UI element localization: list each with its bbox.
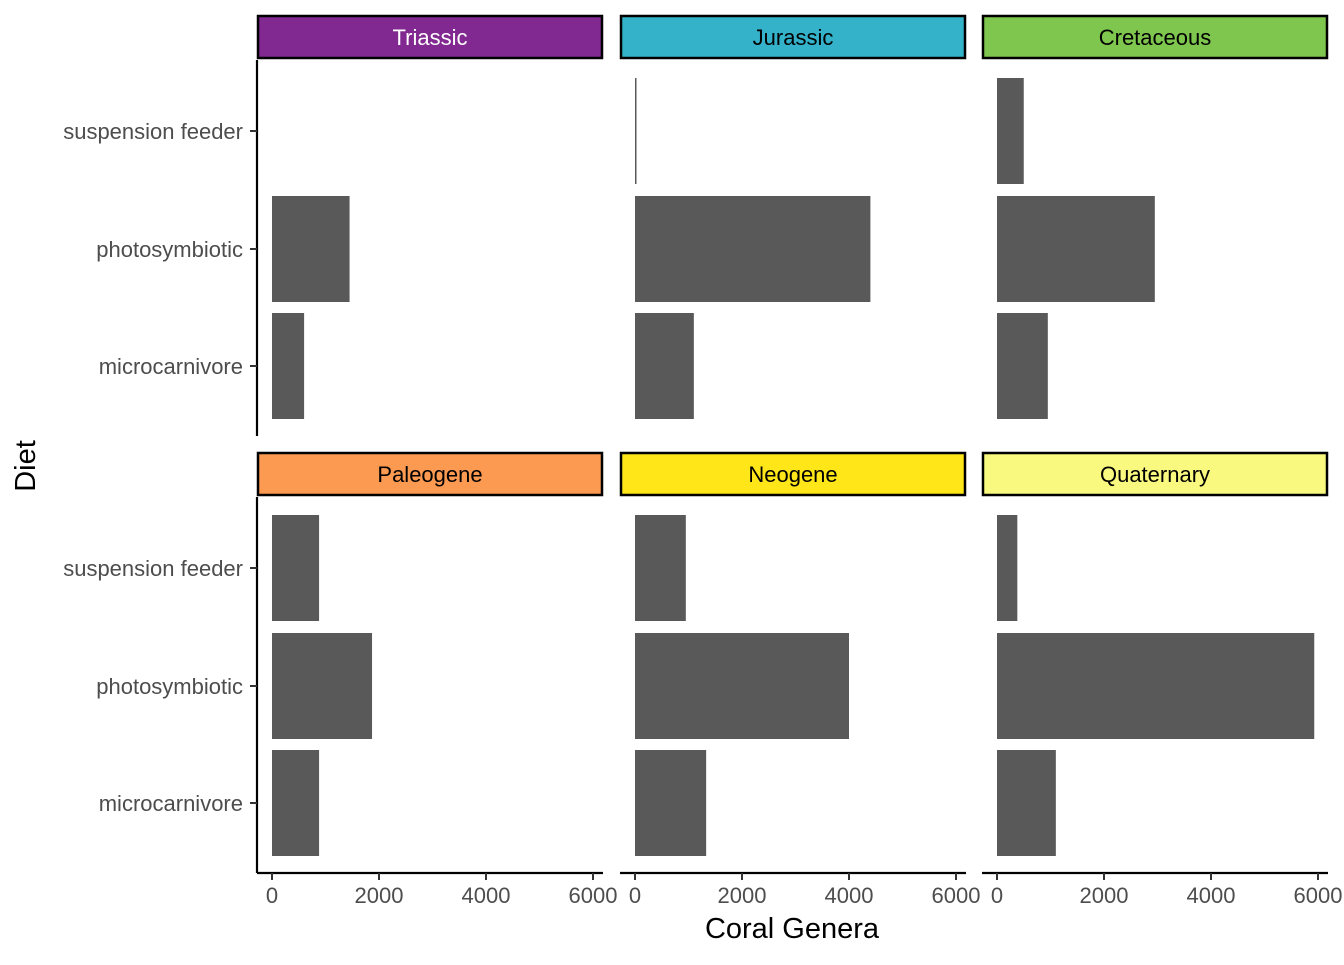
facet-strip-paleogene <box>256 451 604 497</box>
x-tick-label-paleogene-2000: 2000 <box>355 883 404 908</box>
bar-neogene-microcarnivore <box>635 750 707 856</box>
bar-quaternary-microcarnivore <box>997 750 1056 856</box>
x-tick-label-quaternary-2000: 2000 <box>1080 883 1129 908</box>
x-tick-label-neogene-6000: 6000 <box>932 883 981 908</box>
x-tick-label-neogene-2000: 2000 <box>718 883 767 908</box>
facet-strip-triassic <box>256 14 604 60</box>
x-tick-label-paleogene-0: 0 <box>266 883 278 908</box>
bar-cretaceous-photosymbiotic <box>997 196 1155 302</box>
bar-jurassic-suspension-feeder <box>635 78 637 184</box>
y-tick-label-microcarnivore-row-2: microcarnivore <box>99 791 243 816</box>
facet-strip-neogene <box>619 451 967 497</box>
bar-triassic-photosymbiotic <box>272 196 350 302</box>
facet-strip-label-triassic: Triassic <box>393 25 468 50</box>
bar-neogene-suspension-feeder <box>635 515 686 621</box>
bar-quaternary-photosymbiotic <box>997 633 1315 739</box>
y-axis-title: Diet <box>10 440 42 492</box>
y-tick-label-microcarnivore-row-1: microcarnivore <box>99 354 243 379</box>
facet-strip-label-cretaceous: Cretaceous <box>1099 25 1212 50</box>
facet-strip-label-neogene: Neogene <box>748 462 837 487</box>
bar-paleogene-photosymbiotic <box>272 633 373 739</box>
x-axis-title: Coral Genera <box>705 913 880 945</box>
facet-strip-label-jurassic: Jurassic <box>753 25 834 50</box>
bar-quaternary-suspension-feeder <box>997 515 1018 621</box>
y-tick-label-photosymbiotic-row-1: photosymbiotic <box>96 237 243 262</box>
facet-strip-jurassic <box>619 14 967 60</box>
facet-strip-quaternary <box>981 451 1329 497</box>
y-tick-label-suspension-feeder-row-1: suspension feeder <box>63 119 243 144</box>
bar-paleogene-microcarnivore <box>272 750 320 856</box>
facet-strip-cretaceous <box>981 14 1329 60</box>
x-tick-label-quaternary-0: 0 <box>991 883 1003 908</box>
x-tick-label-paleogene-4000: 4000 <box>462 883 511 908</box>
bar-cretaceous-microcarnivore <box>997 313 1048 419</box>
x-tick-label-quaternary-4000: 4000 <box>1187 883 1236 908</box>
x-tick-label-neogene-4000: 4000 <box>825 883 874 908</box>
bar-cretaceous-suspension-feeder <box>997 78 1024 184</box>
x-tick-label-quaternary-6000: 6000 <box>1294 883 1343 908</box>
x-tick-label-neogene-0: 0 <box>629 883 641 908</box>
x-tick-label-paleogene-6000: 6000 <box>569 883 618 908</box>
bar-triassic-microcarnivore <box>272 313 305 419</box>
y-tick-label-photosymbiotic-row-2: photosymbiotic <box>96 674 243 699</box>
y-tick-label-suspension-feeder-row-2: suspension feeder <box>63 556 243 581</box>
facet-strip-label-quaternary: Quaternary <box>1100 462 1210 487</box>
bar-neogene-photosymbiotic <box>635 633 849 739</box>
bar-jurassic-microcarnivore <box>635 313 694 419</box>
bar-paleogene-suspension-feeder <box>272 515 320 621</box>
bar-jurassic-photosymbiotic <box>635 196 871 302</box>
facet-strip-label-paleogene: Paleogene <box>377 462 482 487</box>
